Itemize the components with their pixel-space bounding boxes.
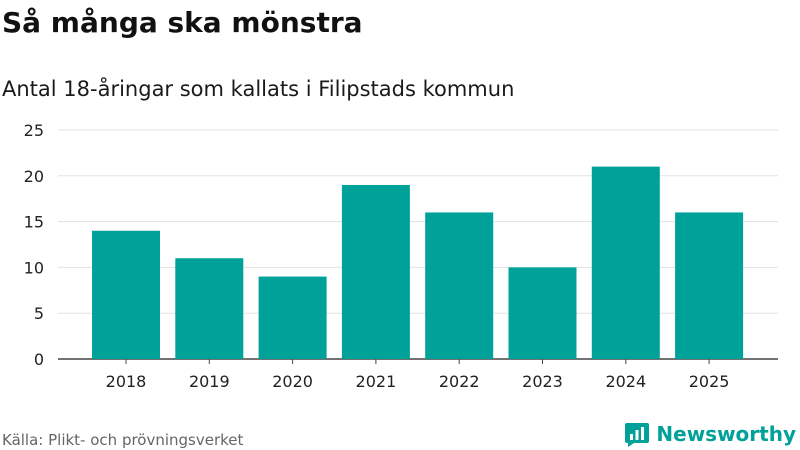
x-tick-label: 2023 — [522, 372, 563, 391]
x-tick-label: 2019 — [189, 372, 230, 391]
x-tick-label: 2021 — [356, 372, 397, 391]
bar-2023 — [508, 267, 577, 359]
x-axis-ticks: 2018 2019 2020 2021 2022 2023 2024 2025 — [106, 359, 730, 391]
y-tick-label: 5 — [34, 304, 44, 323]
y-tick-label: 0 — [34, 350, 44, 369]
gridlines — [58, 129, 778, 360]
brand-name: Newsworthy — [656, 422, 796, 446]
y-tick-label: 25 — [24, 121, 44, 140]
bar-2020 — [258, 276, 327, 359]
y-tick-label: 15 — [24, 213, 44, 232]
x-tick-label: 2020 — [272, 372, 313, 391]
bar-2019 — [175, 258, 244, 359]
bar-2021 — [341, 184, 410, 359]
y-axis-ticks: 0 5 10 15 20 25 — [24, 121, 44, 369]
bar-2025 — [675, 212, 744, 359]
bar-2022 — [425, 212, 494, 359]
x-tick-label: 2022 — [439, 372, 480, 391]
x-tick-label: 2018 — [106, 372, 147, 391]
newsworthy-chart-icon — [625, 423, 650, 447]
y-tick-label: 10 — [24, 258, 44, 277]
source-note: Källa: Plikt- och prövningsverket — [2, 431, 244, 449]
brand-logo: Newsworthy — [624, 420, 796, 448]
x-tick-label: 2025 — [689, 372, 730, 391]
y-tick-label: 20 — [24, 167, 44, 186]
bar-2024 — [591, 166, 660, 359]
bar-2018 — [92, 230, 160, 359]
bars — [92, 166, 744, 359]
chart-title: Så många ska mönstra — [2, 6, 363, 39]
chart-subtitle: Antal 18-åringar som kallats i Filipstad… — [2, 77, 515, 101]
x-tick-label: 2024 — [605, 372, 646, 391]
